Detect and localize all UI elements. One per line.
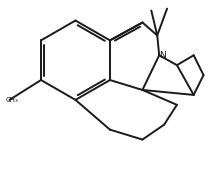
Text: N: N — [159, 51, 165, 60]
Text: CH₃: CH₃ — [6, 97, 18, 103]
